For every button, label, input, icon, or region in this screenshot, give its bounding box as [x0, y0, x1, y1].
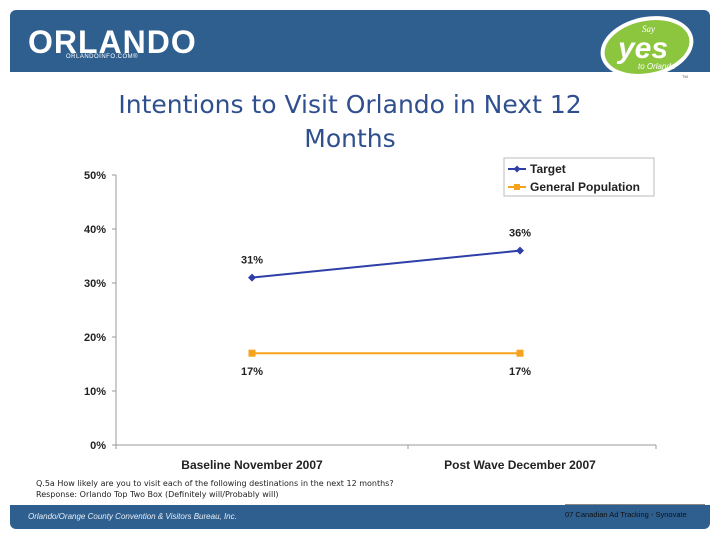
data-point-target — [248, 273, 256, 282]
footer-org-name: Orlando/Orange County Convention & Visit… — [28, 512, 237, 521]
x-tick-label: Baseline November 2007 — [181, 458, 323, 472]
data-point-general-population — [248, 349, 256, 357]
data-label: 31% — [241, 255, 263, 267]
badge-oval — [604, 20, 690, 74]
legend-marker-general-population — [514, 184, 520, 190]
say-yes-badge: Say yes to Orlando TM — [600, 16, 694, 79]
y-tick-label: 50% — [84, 170, 106, 182]
chart-series: 31% 36% 17% 17% — [241, 228, 531, 379]
orlando-logo: ORLANDO — [28, 24, 197, 60]
chart-legend: Target General Population — [503, 157, 655, 197]
legend-marker-target — [513, 165, 521, 173]
page-title-line-2: Months — [304, 124, 396, 153]
y-tick-label: 40% — [84, 224, 106, 236]
data-point-target — [516, 246, 524, 255]
legend-box — [503, 157, 655, 197]
series-line-target — [251, 249, 521, 279]
page-title-line-1: Intentions to Visit Orlando in Next 12 — [118, 90, 582, 119]
chart-axes: 0% 10% 20% 30% 40% 50% Baseline November 2007 P… — [84, 170, 657, 472]
y-tick-label: 10% — [84, 386, 106, 398]
y-tick-label: 20% — [84, 332, 106, 344]
x-tick-label: Post Wave December 2007 — [444, 458, 596, 472]
legend-label: General Population — [530, 180, 640, 194]
footnote: Q.5a How likely are you to visit each of… — [36, 478, 394, 500]
y-tick-label: 0% — [90, 440, 106, 452]
badge-say-text: Say — [642, 24, 655, 34]
data-label: 36% — [509, 228, 531, 240]
footnote-response: Response: Orlando Top Two Box (Definitel… — [36, 490, 279, 499]
footer-divider — [565, 504, 705, 505]
header-bar: ORLANDO ORLANDOINFO.COM® — [10, 10, 710, 72]
data-label: 17% — [241, 366, 263, 378]
footnote-question: Q.5a How likely are you to visit each of… — [36, 479, 394, 488]
footer-bar: Orlando/Orange County Convention & Visit… — [10, 505, 710, 529]
footer-source: 07 Canadian Ad Tracking - Synovate — [565, 510, 687, 519]
legend-label: Target — [530, 162, 566, 176]
badge-to-orlando-text: to Orlando — [638, 62, 676, 71]
data-label: 17% — [509, 366, 531, 378]
badge-yes-text: yes — [616, 32, 668, 65]
data-point-general-population — [516, 349, 524, 357]
y-tick-label: 30% — [84, 278, 106, 290]
orlando-logo-url: ORLANDOINFO.COM® — [66, 54, 139, 60]
page-title: Intentions to Visit Orlando in Next 12 M… — [40, 88, 660, 156]
badge-tm-text: TM — [682, 74, 688, 79]
